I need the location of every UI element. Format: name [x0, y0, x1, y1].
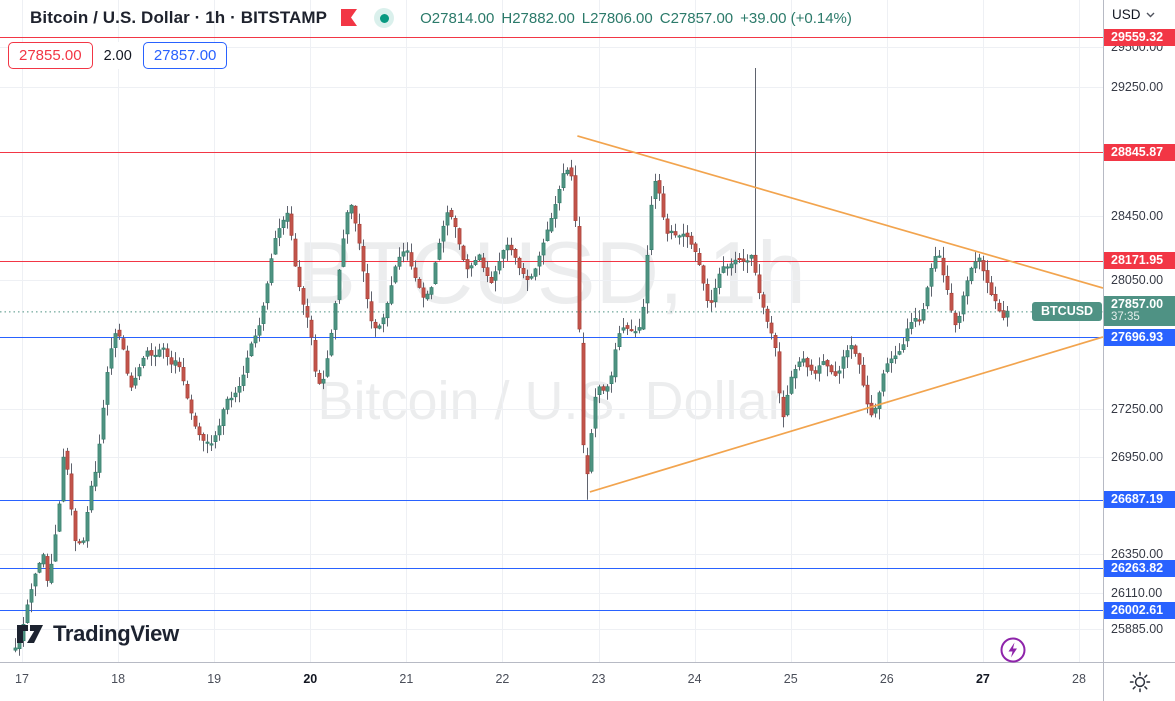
price-tick-label: 26110.00	[1111, 585, 1163, 600]
chevron-down-icon	[1146, 12, 1155, 17]
tradingview-logo-icon	[17, 625, 43, 643]
currency-selector[interactable]: USD	[1112, 7, 1155, 22]
price-level-lines[interactable]	[0, 37, 1103, 611]
spread-value: 2.00	[103, 47, 132, 64]
symbol-title[interactable]: Bitcoin / U.S. Dollar · 1h · BITSTAMP	[30, 8, 328, 27]
time-axis-label: 23	[591, 672, 606, 686]
time-axis-label: 21	[399, 672, 414, 686]
price-axis[interactable]: 29500.00 29250.00 28450.00 28050.00 27250.00…	[1103, 0, 1175, 662]
candles	[13, 67, 1010, 656]
flag-icon	[341, 9, 358, 27]
change-value: +39.00 (+0.14%)	[740, 9, 852, 27]
price-tick-label: 27250.00	[1111, 402, 1164, 417]
time-axis-label: 19	[207, 672, 222, 686]
last-price-label: 27857.00 37:35	[1104, 296, 1175, 327]
price-level-label: 28171.95	[1104, 252, 1175, 270]
gridlines	[0, 0, 1103, 662]
time-axis-label: 26	[879, 672, 894, 686]
price-level-label: 29559.32	[1104, 28, 1175, 46]
time-axis-label: 25	[783, 672, 798, 686]
symbol-price-tag: BTCUSD	[1032, 301, 1103, 321]
close-value: 27857.00	[670, 9, 734, 27]
price-tick-label: 28050.00	[1111, 273, 1164, 288]
price-tick-label: 25885.00	[1111, 622, 1164, 637]
chart-canvas[interactable]	[0, 0, 1103, 662]
time-axis-label: 18	[111, 672, 126, 686]
bid-ask-row: 27855.00 2.00 27857.00	[8, 42, 228, 69]
theme-sun-icon[interactable]	[1129, 671, 1151, 693]
price-level-label: 28845.87	[1104, 143, 1175, 161]
price-level-label: 26002.61	[1104, 601, 1175, 619]
price-tick-label: 26950.00	[1111, 450, 1164, 465]
trendline-ascending[interactable]	[589, 336, 1103, 493]
time-axis-label: 27	[975, 672, 990, 686]
price-level-label: 27696.93	[1104, 328, 1175, 346]
lightning-icon	[1000, 637, 1026, 663]
price-level-label: 26687.19	[1104, 491, 1175, 509]
time-axis-label: 20	[303, 672, 318, 686]
time-axis-label: 17	[15, 672, 29, 686]
market-status-icon	[374, 8, 395, 28]
bid-button[interactable]: 27855.00	[8, 42, 93, 69]
ohlc-readout: O27814.00 H27882.00 L27806.00 C27857.00 …	[420, 9, 852, 27]
time-axis[interactable]: 17 18 19 20 21 22 23 24 25 26 27 28	[0, 662, 1103, 701]
low-value: 27806.00	[590, 9, 653, 27]
currency-label: USD	[1112, 7, 1141, 22]
price-tick-label: 28450.00	[1111, 208, 1164, 223]
price-tick-label: 29250.00	[1111, 79, 1164, 94]
axis-corner	[1103, 662, 1175, 701]
trendline-descending[interactable]	[577, 135, 1103, 289]
time-axis-label: 24	[687, 672, 702, 686]
price-tick-label: 26350.00	[1111, 547, 1164, 562]
high-value: 27882.00	[512, 9, 575, 27]
last-price-value: 27857.00	[1111, 297, 1164, 312]
tradingview-logo-text: TradingView	[53, 621, 179, 646]
symbol-header: Bitcoin / U.S. Dollar · 1h · BITSTAMP O2…	[30, 5, 852, 31]
ask-button[interactable]: 27857.00	[142, 42, 228, 69]
tradingview-logo[interactable]: TradingView	[16, 621, 179, 647]
time-axis-label: 22	[495, 672, 510, 686]
open-value: 27814.00	[431, 9, 495, 27]
time-axis-label: 28	[1072, 672, 1086, 686]
price-level-label: 26263.82	[1104, 559, 1175, 577]
instant-trading-button[interactable]	[999, 636, 1027, 664]
bar-countdown: 37:35	[1111, 311, 1140, 324]
